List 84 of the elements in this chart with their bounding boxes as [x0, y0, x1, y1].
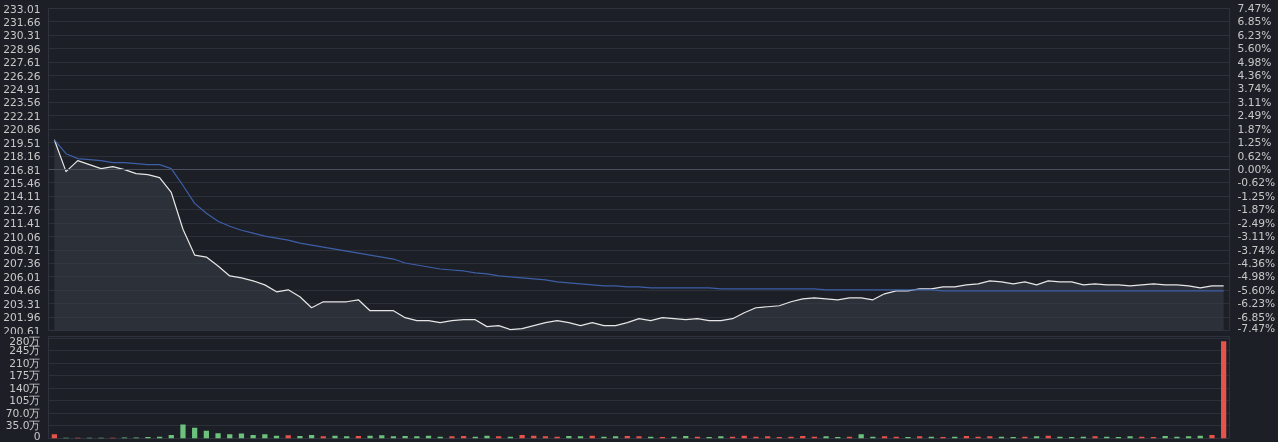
bar	[542, 436, 549, 439]
bar	[764, 436, 771, 439]
y-tick-label: 206.01	[3, 270, 41, 284]
y2-tick-label: 6.23%	[1237, 28, 1272, 42]
bar	[917, 436, 923, 439]
y-tick-label: 211.41	[3, 217, 41, 231]
y2-tick-label: 3.74%	[1237, 82, 1272, 96]
bar	[1092, 436, 1098, 439]
y2-tick-label: 1.87%	[1237, 122, 1272, 136]
y-tick-label: 140万	[9, 381, 41, 395]
bar	[414, 436, 420, 439]
bar	[1221, 341, 1227, 439]
y-tick-label: 245万	[9, 344, 41, 358]
y-tick-label: 219.51	[3, 136, 41, 150]
y-tick-label: 210万	[9, 356, 41, 370]
y2-tick-label: -1.25%	[1237, 189, 1276, 203]
line-series	[53, 139, 1225, 292]
y2-tick-label: -6.23%	[1237, 297, 1276, 311]
bar	[297, 435, 303, 439]
y2-tick-label: 4.98%	[1237, 55, 1272, 69]
bar	[390, 436, 397, 439]
y2-tick-label: -5.60%	[1237, 283, 1276, 297]
bar	[612, 436, 619, 439]
y-tick-label: 105万	[9, 394, 41, 408]
bar	[1127, 436, 1133, 439]
y-tick-label: 231.66	[3, 15, 41, 29]
y-tick-label: 218.16	[3, 150, 41, 164]
y-tick-label: 70.0万	[5, 406, 41, 420]
y2-tick-label: 6.85%	[1237, 15, 1272, 29]
y2-tick-label: 5.60%	[1237, 42, 1272, 56]
y-tick-label: 204.66	[3, 284, 41, 298]
bar	[823, 436, 829, 439]
y-tick-label: 226.26	[3, 69, 41, 83]
y2-tick-label: 3.11%	[1237, 95, 1272, 109]
y-tick-label: 175万	[9, 369, 41, 383]
y2-tick-label: -3.11%	[1237, 230, 1276, 244]
bar	[1185, 436, 1192, 439]
y-tick-label: 201.96	[3, 311, 41, 325]
bar	[180, 424, 186, 439]
bar	[496, 436, 502, 439]
y2-tick-label: -2.49%	[1237, 216, 1276, 230]
y2-tick-label: -1.87%	[1237, 203, 1276, 217]
y2-tick-label: -6.85%	[1237, 310, 1276, 324]
y-tick-label: 220.86	[3, 123, 41, 137]
y-tick-label: 214.11	[3, 190, 41, 204]
y2-tick-label: -7.47%	[1237, 321, 1276, 335]
bar	[881, 436, 888, 439]
bar	[1033, 436, 1040, 439]
y-tick-label: 222.21	[3, 109, 41, 123]
bar	[320, 436, 326, 439]
bar	[636, 436, 642, 439]
y-tick-label: 227.61	[3, 56, 41, 70]
bar	[577, 436, 584, 439]
y2-tick-label: 0.00%	[1237, 163, 1272, 176]
y2-tick-label: 2.49%	[1237, 109, 1272, 123]
y2-tick-label: -3.74%	[1237, 243, 1276, 257]
bar	[250, 434, 256, 439]
y-tick-label: 223.56	[3, 96, 41, 110]
y2-tick-label: 0.62%	[1237, 149, 1272, 163]
y-tick-label: 228.96	[3, 42, 41, 56]
bar	[449, 436, 455, 439]
y2-tick-label: -0.62%	[1237, 176, 1276, 190]
y-tick-label: 216.81	[3, 163, 41, 177]
y-tick-label: 208.71	[3, 244, 41, 257]
bar	[238, 433, 245, 439]
y-tick-label: 210.06	[3, 230, 41, 244]
y-tick-label: 215.46	[3, 176, 41, 190]
y-tick-label: 230.31	[3, 29, 41, 43]
y-tick-label: 207.36	[3, 257, 41, 271]
bar	[519, 434, 525, 439]
y2-tick-label: 1.25%	[1237, 136, 1272, 150]
y-tick-label: 212.76	[3, 203, 41, 217]
bar	[215, 433, 221, 439]
bar	[344, 436, 350, 439]
bar	[718, 436, 724, 439]
y2-tick-label: 4.36%	[1237, 69, 1272, 83]
bar	[1209, 434, 1215, 439]
y-tick-label: 224.91	[3, 83, 41, 96]
y-tick-label: 233.01	[3, 2, 41, 16]
y2-tick-label: -4.98%	[1237, 270, 1276, 284]
bar	[987, 436, 993, 439]
y-tick-label: 203.31	[3, 297, 41, 311]
y2-tick-label: -4.36%	[1237, 256, 1276, 270]
y2-tick-label: 7.47%	[1237, 2, 1272, 15]
